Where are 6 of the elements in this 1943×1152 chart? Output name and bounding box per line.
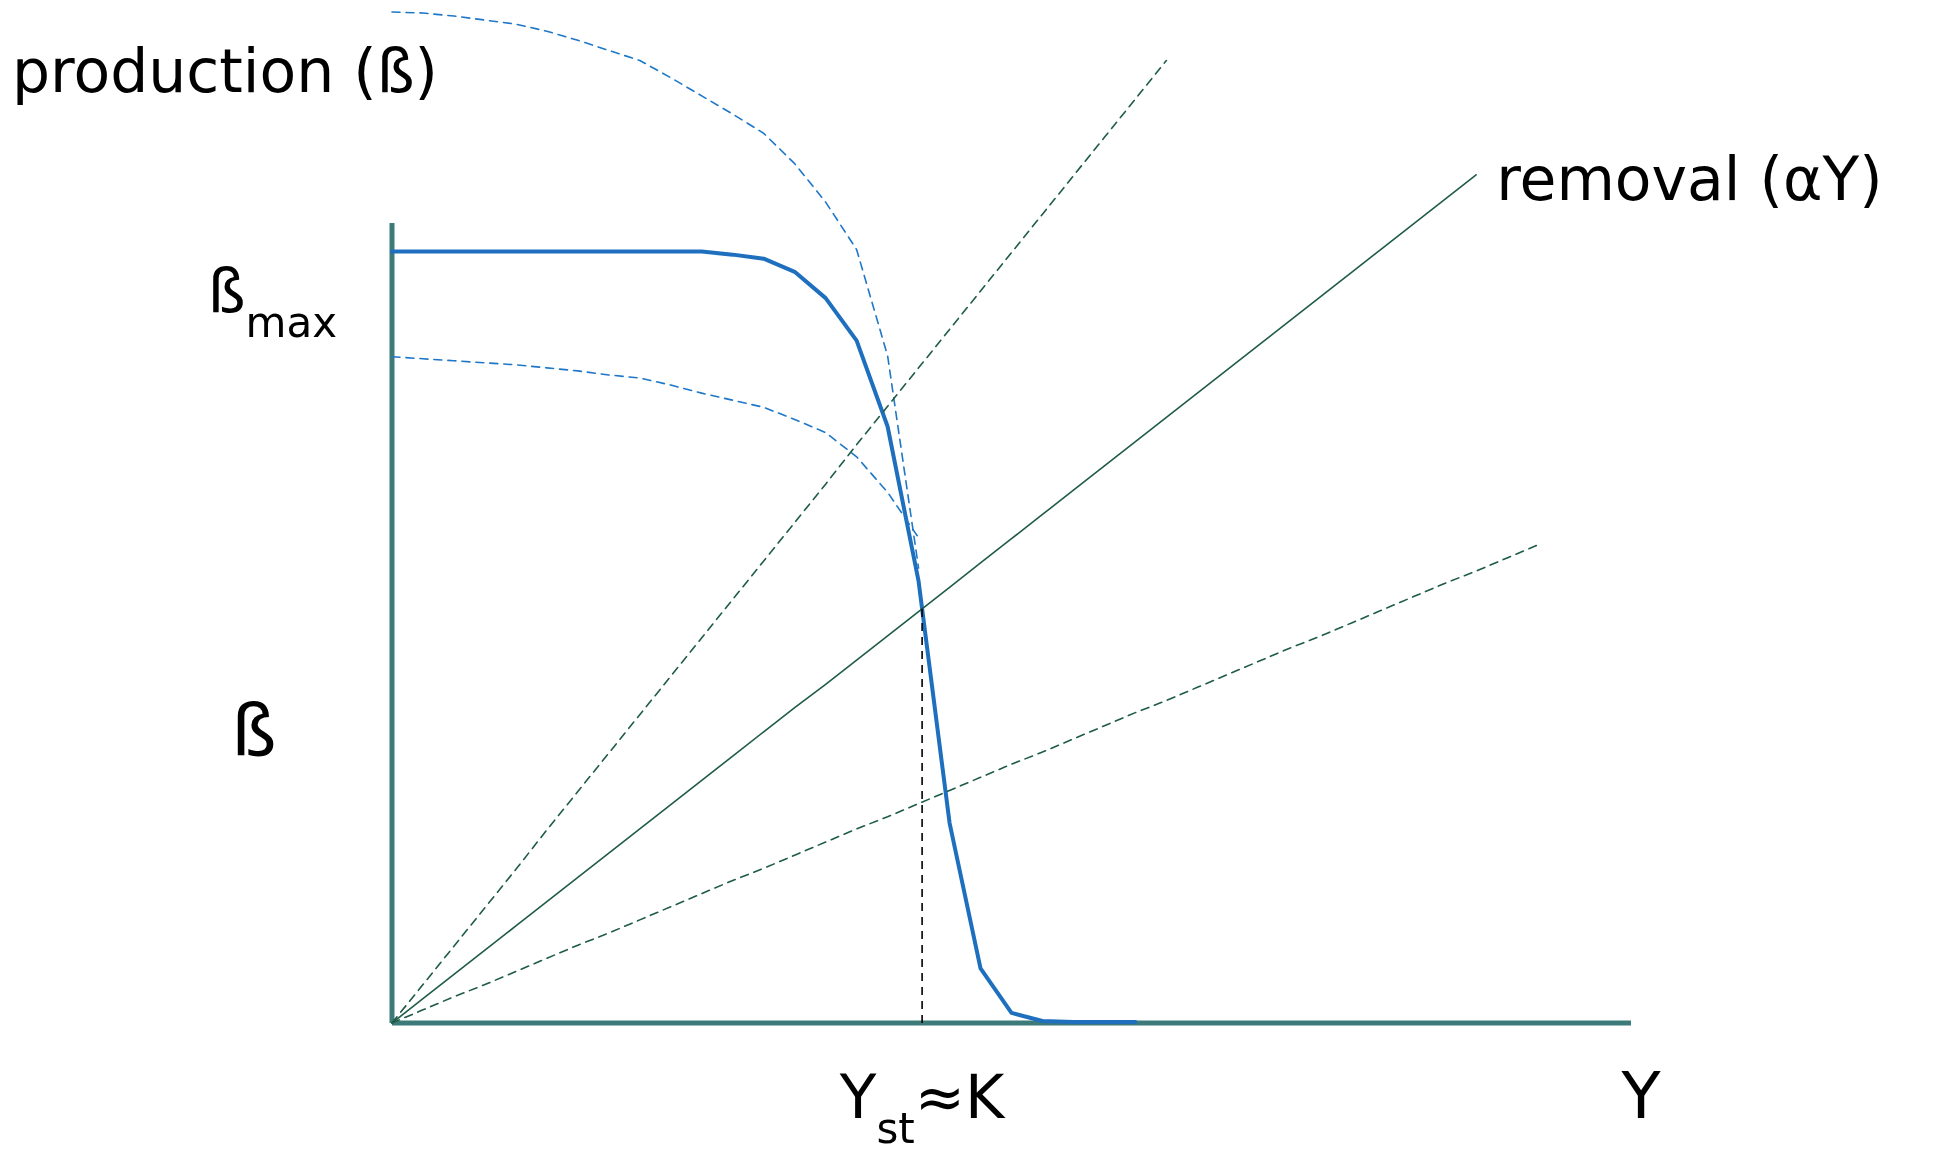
y-axis-title: ß: [231, 688, 277, 772]
text: Y$_{st}$≈K: [838, 1062, 1007, 1152]
x-axis-title: Y: [1620, 1059, 1662, 1133]
annotation: removal (αY): [1496, 143, 1883, 214]
annotation: production (ß): [12, 36, 438, 106]
text: ß$_{max}$: [207, 255, 337, 347]
